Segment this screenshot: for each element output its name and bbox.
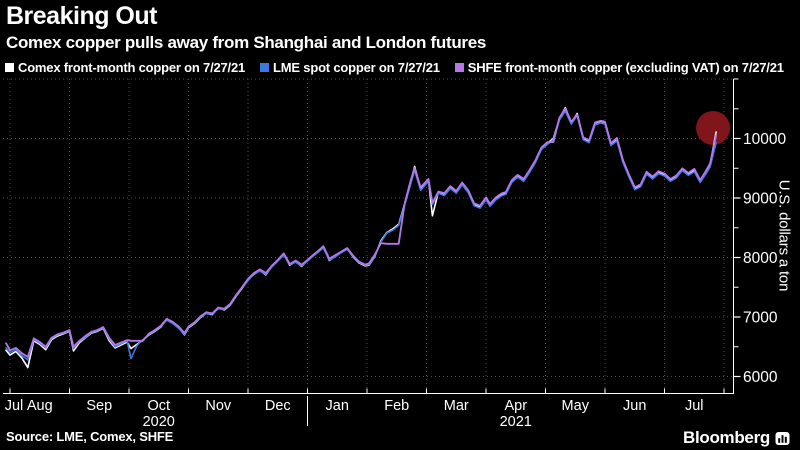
legend-label: SHFE front-month copper (excluding VAT) … xyxy=(467,60,784,75)
bloomberg-logo: Bloomberg xyxy=(683,428,790,448)
series-line-comex xyxy=(5,106,717,369)
x-month-label: Aug xyxy=(27,398,53,414)
series-line-shfe xyxy=(5,107,717,358)
x-month-label: Jul xyxy=(685,398,704,414)
x-month-label: Jan xyxy=(326,398,349,414)
x-month-label: Dec xyxy=(265,398,291,414)
legend-swatch xyxy=(5,63,14,72)
y-axis-label: U.S. dollars a ton xyxy=(775,179,793,292)
x-year-label: 2021 xyxy=(500,414,532,430)
bloomberg-wordmark: Bloomberg xyxy=(682,428,770,447)
x-month-label: Nov xyxy=(205,398,232,414)
chart-subtitle: Comex copper pulls away from Shanghai an… xyxy=(6,33,487,52)
legend-item-comex: Comex front-month copper on 7/27/21 xyxy=(5,60,245,75)
highlight-circle xyxy=(696,110,731,145)
x-month-label: May xyxy=(562,398,590,414)
source-note: Source: LME, Comex, SHFE xyxy=(6,429,174,444)
y-tick-label: 9000 xyxy=(743,191,778,208)
legend-item-shfe: SHFE front-month copper (excluding VAT) … xyxy=(454,60,784,75)
x-month-label: Oct xyxy=(147,398,170,414)
y-tick-label: 8000 xyxy=(743,250,778,267)
x-month-label: Mar xyxy=(444,398,469,414)
x-month-label: Jun xyxy=(623,398,646,414)
x-year-label: 2020 xyxy=(143,414,175,430)
legend-swatch xyxy=(454,63,464,72)
y-tick-label: 7000 xyxy=(743,310,778,327)
y-tick-label: 10000 xyxy=(743,131,786,148)
chart-legend: Comex front-month copper on 7/27/21 LME … xyxy=(5,60,784,75)
x-month-label: Jul xyxy=(5,398,24,414)
legend-label: Comex front-month copper on 7/27/21 xyxy=(18,60,246,75)
legend-label: LME spot copper on 7/27/21 xyxy=(273,60,440,75)
y-tick-label: 6000 xyxy=(743,369,778,386)
page-title: Breaking Out xyxy=(6,2,157,30)
legend-item-lme: LME spot copper on 7/27/21 xyxy=(260,60,440,75)
x-month-label: Feb xyxy=(384,398,409,414)
x-month-label: Apr xyxy=(504,398,527,414)
bloomberg-chart-icon xyxy=(775,431,790,445)
x-month-label: Sep xyxy=(86,398,112,414)
series-line-lme xyxy=(5,110,717,361)
legend-swatch xyxy=(260,63,270,72)
